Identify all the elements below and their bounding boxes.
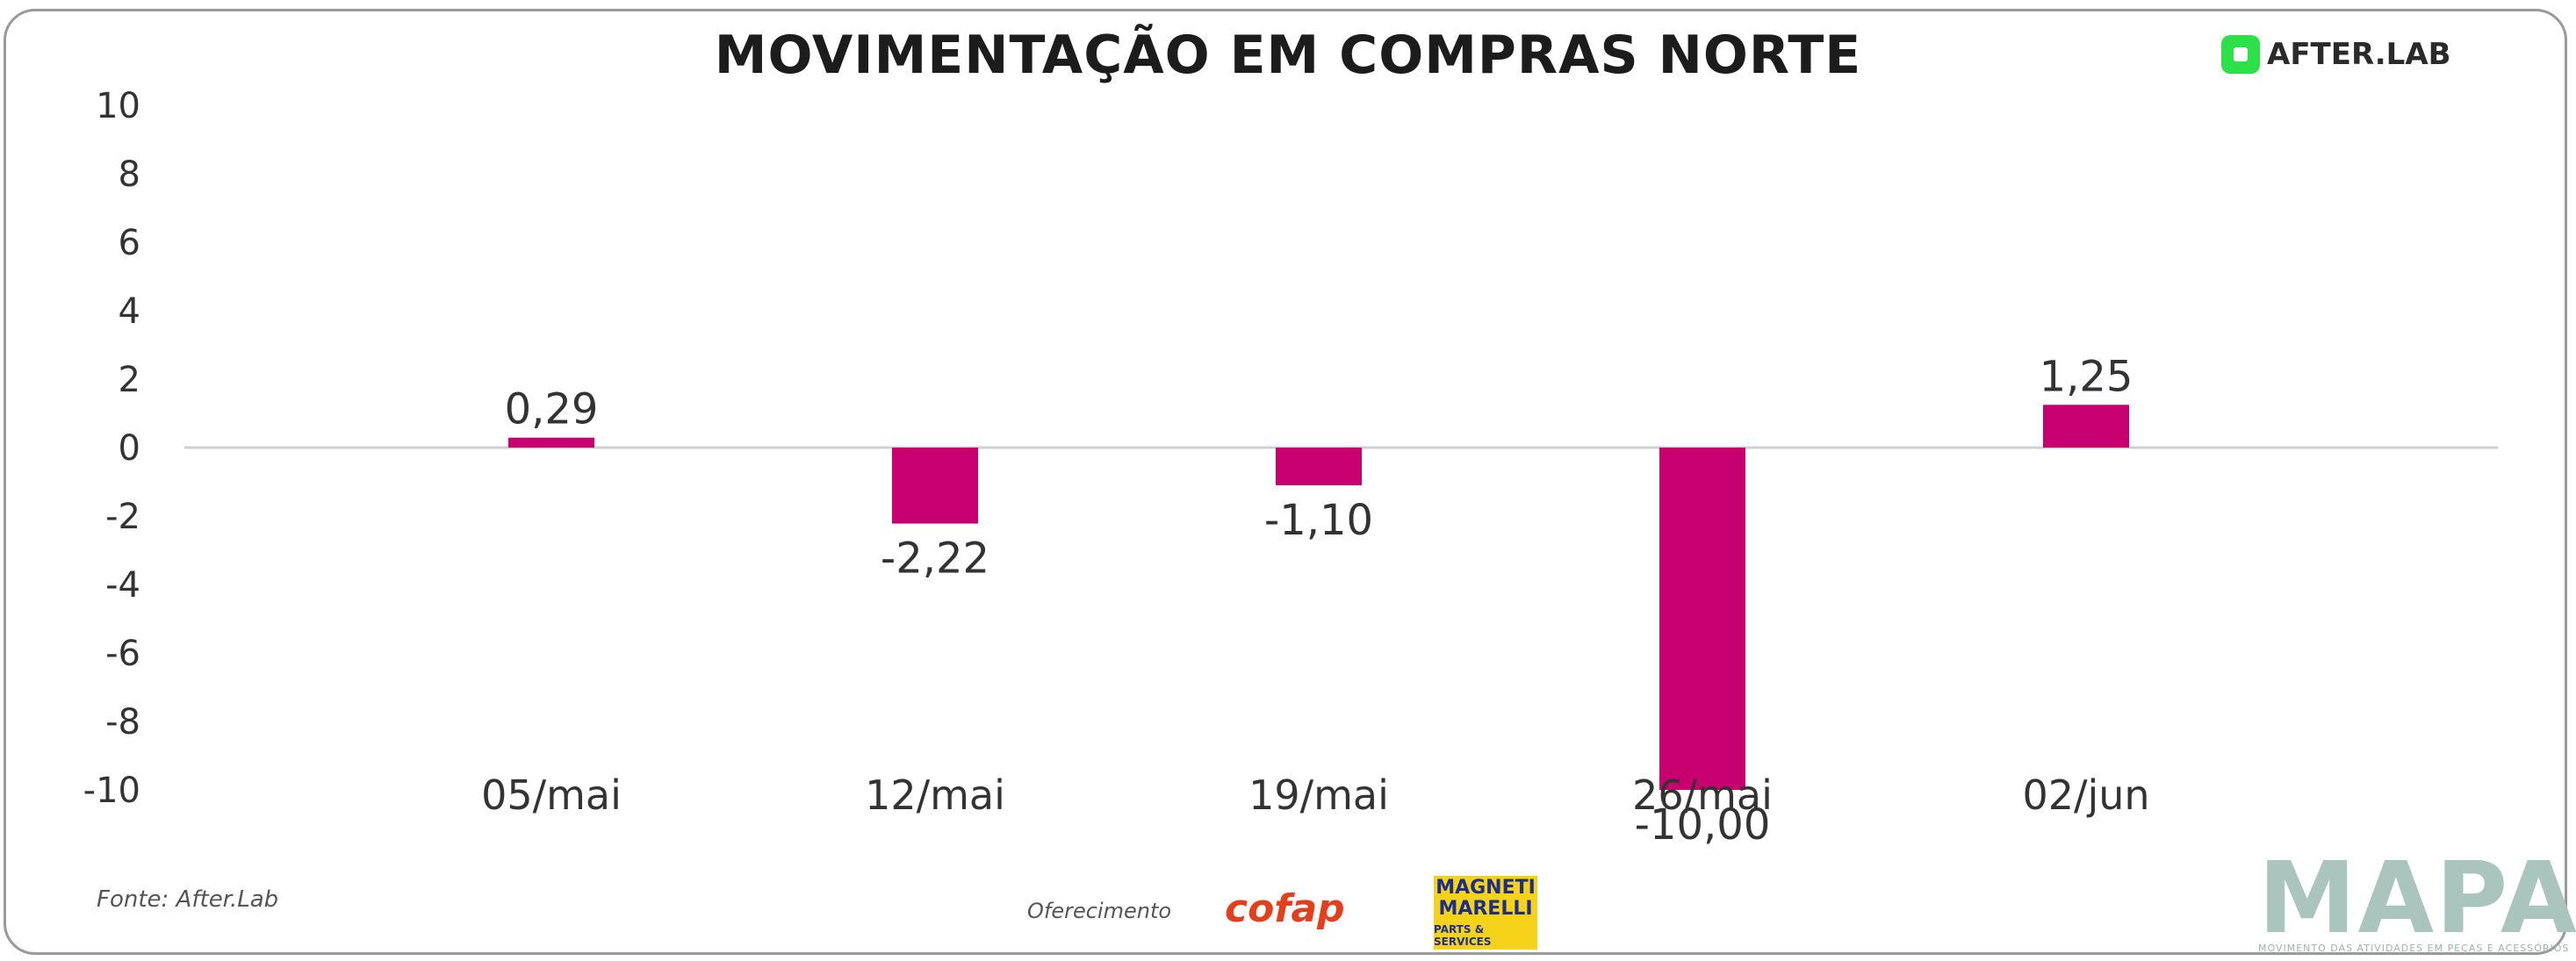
- y-axis-ticks: 10 8 6 4 2 0 -2 -4 -6 -8 -10: [83, 86, 140, 811]
- y-tick-label: -10: [83, 771, 140, 811]
- y-tick-label: -6: [105, 634, 140, 674]
- source-note: Fonte: After.Lab: [97, 886, 279, 913]
- x-category-label: 05/mai: [481, 771, 622, 819]
- y-tick-label: -8: [105, 702, 140, 742]
- data-label: 1,25: [2040, 352, 2133, 401]
- y-tick-label: 0: [119, 428, 140, 469]
- mapa-logo-subtitle: MOVIMENTO DAS ATIVIDADES EM PEÇAS E ACES…: [2258, 943, 2570, 954]
- mapa-logo: MAPA: [2258, 842, 2576, 956]
- y-tick-label: 6: [119, 223, 140, 263]
- sponsor-label: Oferecimento: [1027, 899, 1172, 923]
- x-category-label: 26/mai: [1632, 771, 1773, 819]
- afterlab-logo-icon: [2221, 35, 2260, 74]
- afterlab-logo: AFTER.LAB: [2221, 35, 2451, 74]
- afterlab-logo-text: AFTER.LAB: [2267, 37, 2451, 72]
- x-category-label: 02/jun: [2022, 771, 2149, 819]
- magneti-marelli-logo-main: MAGNETI MARELLI: [1436, 877, 1536, 920]
- y-tick-label: -4: [105, 565, 140, 606]
- cofap-logo: cofap: [1225, 886, 1345, 931]
- bar-02-jun: [2043, 405, 2129, 448]
- data-label: -1,10: [1264, 496, 1373, 545]
- x-category-label: 19/mai: [1248, 771, 1389, 819]
- bar-12-mai: [892, 448, 978, 524]
- data-label: -2,22: [881, 534, 989, 584]
- y-tick-label: 4: [119, 291, 140, 332]
- bar-19-mai: [1276, 448, 1362, 485]
- data-label: -10,00: [1635, 800, 1771, 850]
- data-label: 0,29: [505, 385, 599, 434]
- data-labels: 0,29 -2,22 -1,10 -10,00 1,25: [505, 352, 2133, 850]
- y-tick-label: 10: [96, 86, 140, 126]
- bar-05-mai: [508, 437, 594, 448]
- y-tick-label: -2: [105, 497, 140, 537]
- x-category-label: 12/mai: [865, 771, 1005, 819]
- x-axis-categories: 05/mai 12/mai 19/mai 26/mai 02/jun: [481, 771, 2149, 819]
- bar-series: [508, 405, 2129, 790]
- y-tick-label: 8: [119, 154, 140, 195]
- bar-26-mai: [1659, 448, 1745, 790]
- chart-title: MOVIMENTAÇÃO EM COMPRAS NORTE: [714, 25, 1862, 86]
- magneti-marelli-logo: MAGNETI MARELLI PARTS & SERVICES: [1434, 876, 1537, 950]
- y-tick-label: 2: [119, 360, 140, 400]
- magneti-marelli-logo-sub: PARTS & SERVICES: [1434, 923, 1492, 948]
